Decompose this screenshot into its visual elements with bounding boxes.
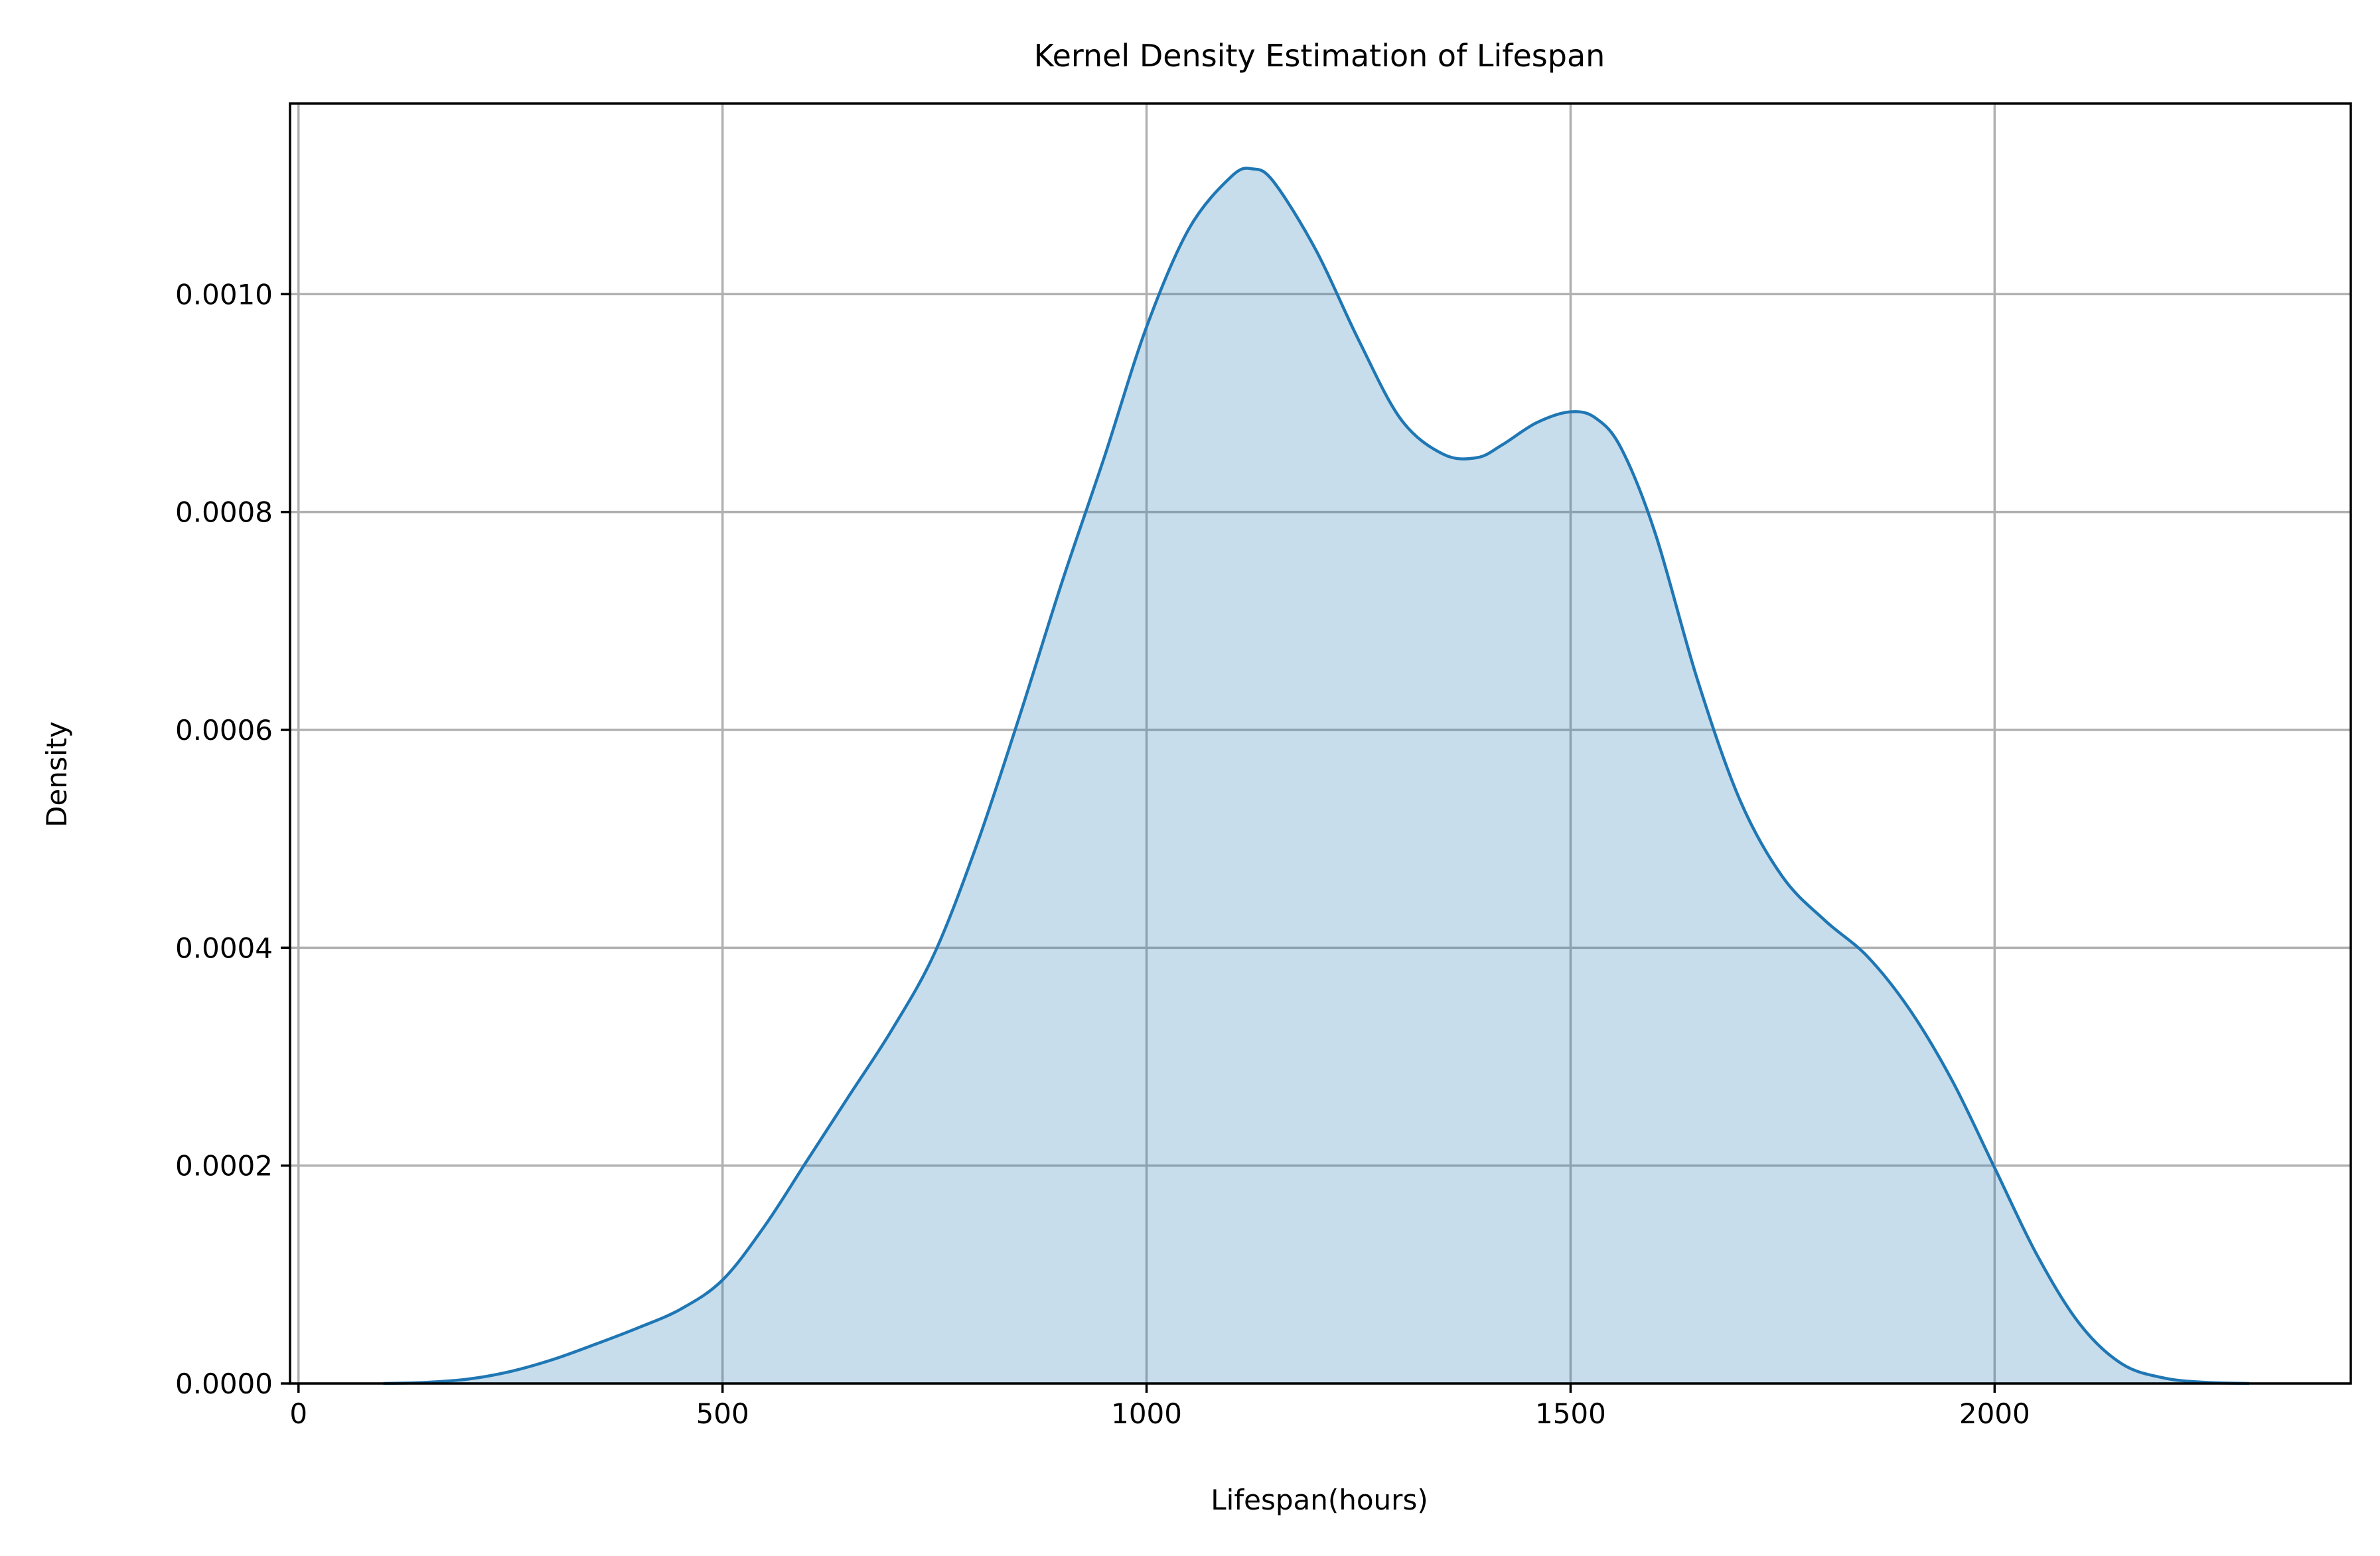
chart-title: Kernel Density Estimation of Lifespan (1034, 38, 1605, 74)
y-tick-label-2: 0.0004 (175, 932, 273, 964)
x-axis-ticks: 0 500 1000 1500 2000 (289, 1383, 2030, 1430)
x-axis-label: Lifespan(hours) (1211, 1484, 1428, 1516)
y-tick-label-3: 0.0006 (175, 714, 273, 746)
density-area-fill (383, 168, 2249, 1384)
y-axis-ticks: 0.0000 0.0002 0.0004 0.0006 0.0008 0.0010 (175, 278, 290, 1400)
density-area-layer (383, 167, 2249, 1385)
y-axis-label: Density (40, 721, 73, 827)
y-tick-label-5: 0.0010 (175, 278, 273, 311)
density-curve (383, 167, 2249, 1385)
y-tick-label-0: 0.0000 (175, 1368, 273, 1400)
x-tick-label-2: 1000 (1111, 1397, 1182, 1430)
plot-frame (289, 102, 2352, 1385)
x-tick-label-4: 2000 (1959, 1397, 2030, 1430)
axes (289, 102, 2352, 1385)
y-tick-label-1: 0.0002 (175, 1150, 273, 1182)
x-tick-label-0: 0 (289, 1397, 307, 1430)
y-tick-label-4: 0.0008 (175, 496, 273, 529)
x-tick-label-3: 1500 (1535, 1397, 1606, 1430)
x-tick-label-1: 500 (696, 1397, 749, 1430)
